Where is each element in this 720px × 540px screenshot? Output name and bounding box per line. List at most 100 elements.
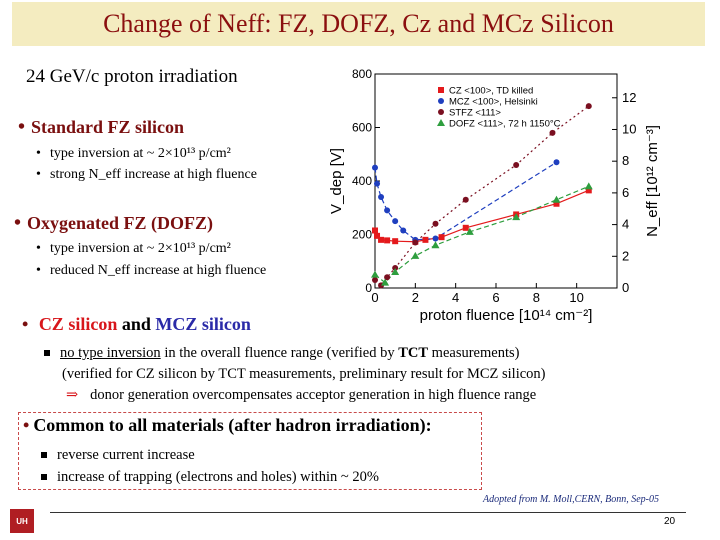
y2-tick-label: 8: [622, 153, 629, 168]
data-point: [374, 232, 381, 239]
cz-heading-and: and: [121, 314, 151, 334]
data-point: [374, 180, 381, 187]
data-point: [553, 200, 560, 207]
y-tick-label: 800: [352, 67, 372, 81]
square-bullet-icon: [41, 451, 47, 458]
data-point: [378, 194, 385, 201]
fz-heading-row: • Standard FZ silicon: [18, 116, 184, 139]
footer-divider: [50, 512, 686, 513]
data-point: [553, 159, 560, 166]
legend-label: STFZ <111>: [449, 108, 501, 119]
data-point: [372, 164, 378, 171]
cz-line-3-row: ⇒ donor generation overcompensates accept…: [66, 387, 536, 404]
common-heading: Common to all materials (after hadron ir…: [33, 415, 432, 435]
data-point: [384, 274, 391, 281]
implies-arrow-icon: ⇒: [66, 387, 79, 403]
fz-item-2: strong N_eff increase at high fluence: [50, 167, 257, 182]
y2-tick-label: 2: [622, 248, 629, 263]
y2-tick-label: 10: [622, 121, 636, 136]
fz-item-2-row: • strong N_eff increase at high fluence: [36, 167, 257, 183]
data-point: [372, 227, 378, 234]
y2-tick-label: 6: [622, 185, 629, 200]
data-point: [584, 182, 593, 190]
title-banner: Change of Neff: FZ, DOFZ, Cz and MCz Sil…: [12, 2, 705, 46]
x-tick-label: 2: [412, 290, 419, 305]
y2-tick-label: 4: [622, 217, 629, 232]
data-point: [381, 278, 390, 286]
x-tick-label: 0: [371, 290, 378, 305]
data-point: [384, 207, 391, 214]
x-axis-label: proton fluence [10¹⁴ cm⁻²]: [420, 307, 593, 324]
bullet-icon: •: [36, 146, 41, 161]
common-item-1: reverse current increase: [57, 447, 195, 463]
y-tick-label: 0: [365, 281, 372, 295]
legend-label: MCZ <100>, Helsinki: [449, 97, 538, 108]
data-point: [400, 227, 407, 234]
legend-marker: [437, 119, 445, 126]
y-tick-label: 200: [352, 228, 372, 242]
legend-marker: [438, 87, 444, 93]
subtitle: 24 GeV/c proton irradiation: [26, 66, 238, 87]
data-point: [512, 213, 521, 221]
bullet-icon: •: [23, 415, 30, 435]
credit-note: Adopted from M. Moll,CERN, Bonn, Sep-05: [483, 494, 659, 505]
legend-marker: [438, 98, 444, 104]
common-item-2-row: increase of trapping (electrons and hole…: [41, 469, 379, 486]
x-tick-label: 10: [569, 290, 583, 305]
dofz-item-1-row: • type inversion at ~ 2×10¹³ p/cm²: [36, 241, 231, 257]
page-number: 20: [664, 516, 676, 527]
data-point: [392, 218, 399, 225]
dofz-item-2: reduced N_eff increase at high fluence: [50, 263, 267, 278]
legend-label: DOFZ <111>, 72 h 1150°C: [449, 119, 561, 130]
data-point: [392, 264, 399, 271]
data-point: [372, 276, 378, 283]
x-tick-label: 4: [452, 290, 459, 305]
data-point: [422, 236, 429, 243]
fz-item-1: type inversion at ~ 2×10¹³ p/cm²: [50, 146, 231, 161]
data-point: [378, 236, 385, 243]
dofz-heading: Oxygenated FZ (DOFZ): [27, 213, 214, 233]
legend-label: CZ <100>, TD killed: [449, 86, 533, 97]
data-point: [432, 220, 439, 227]
data-point: [371, 270, 379, 278]
data-point: [431, 241, 440, 249]
cz-line-1: no type inversion in the overall fluence…: [44, 345, 519, 362]
y-tick-label: 400: [352, 174, 372, 188]
data-point: [585, 187, 592, 194]
dofz-heading-row: • Oxygenated FZ (DOFZ): [14, 212, 213, 235]
data-point: [552, 195, 561, 203]
bullet-icon: •: [36, 167, 41, 182]
y2-axis-label: N_eff [10¹² cm⁻³]: [644, 125, 661, 237]
data-point: [432, 235, 439, 242]
university-logo: UH: [10, 509, 34, 533]
bullet-icon: •: [36, 241, 41, 256]
common-heading-row: • Common to all materials (after hadron i…: [23, 415, 432, 436]
bullet-icon: •: [36, 263, 41, 278]
data-point: [391, 267, 400, 275]
dofz-item-2-row: • reduced N_eff increase at high fluence: [36, 263, 266, 279]
y-tick-label: 600: [352, 121, 372, 135]
cz-line-1-end: measurements): [428, 345, 520, 361]
legend-marker: [438, 109, 444, 115]
data-point: [384, 237, 391, 244]
cz-line-1-rest: in the overall fluence range (verified b…: [160, 345, 399, 361]
cz-line-1-underlined: no type inversion: [60, 345, 161, 361]
data-point: [411, 251, 420, 259]
data-point: [465, 227, 474, 235]
data-point: [513, 161, 520, 168]
fz-heading: Standard FZ silicon: [31, 117, 185, 137]
cz-line-3: donor generation overcompensates accepto…: [90, 387, 537, 403]
square-bullet-icon: [44, 349, 50, 356]
bullet-icon: •: [22, 314, 29, 334]
mcz-heading: MCZ silicon: [155, 314, 251, 334]
series-line-2: [374, 105, 590, 287]
bullet-icon: •: [18, 116, 26, 138]
bullet-icon: •: [14, 212, 22, 234]
square-bullet-icon: [41, 473, 47, 480]
cz-line-2: (verified for CZ silicon by TCT measurem…: [62, 366, 546, 382]
y2-tick-label: 0: [622, 280, 629, 295]
data-point: [392, 238, 399, 245]
data-point: [462, 196, 469, 203]
data-point: [549, 129, 556, 136]
